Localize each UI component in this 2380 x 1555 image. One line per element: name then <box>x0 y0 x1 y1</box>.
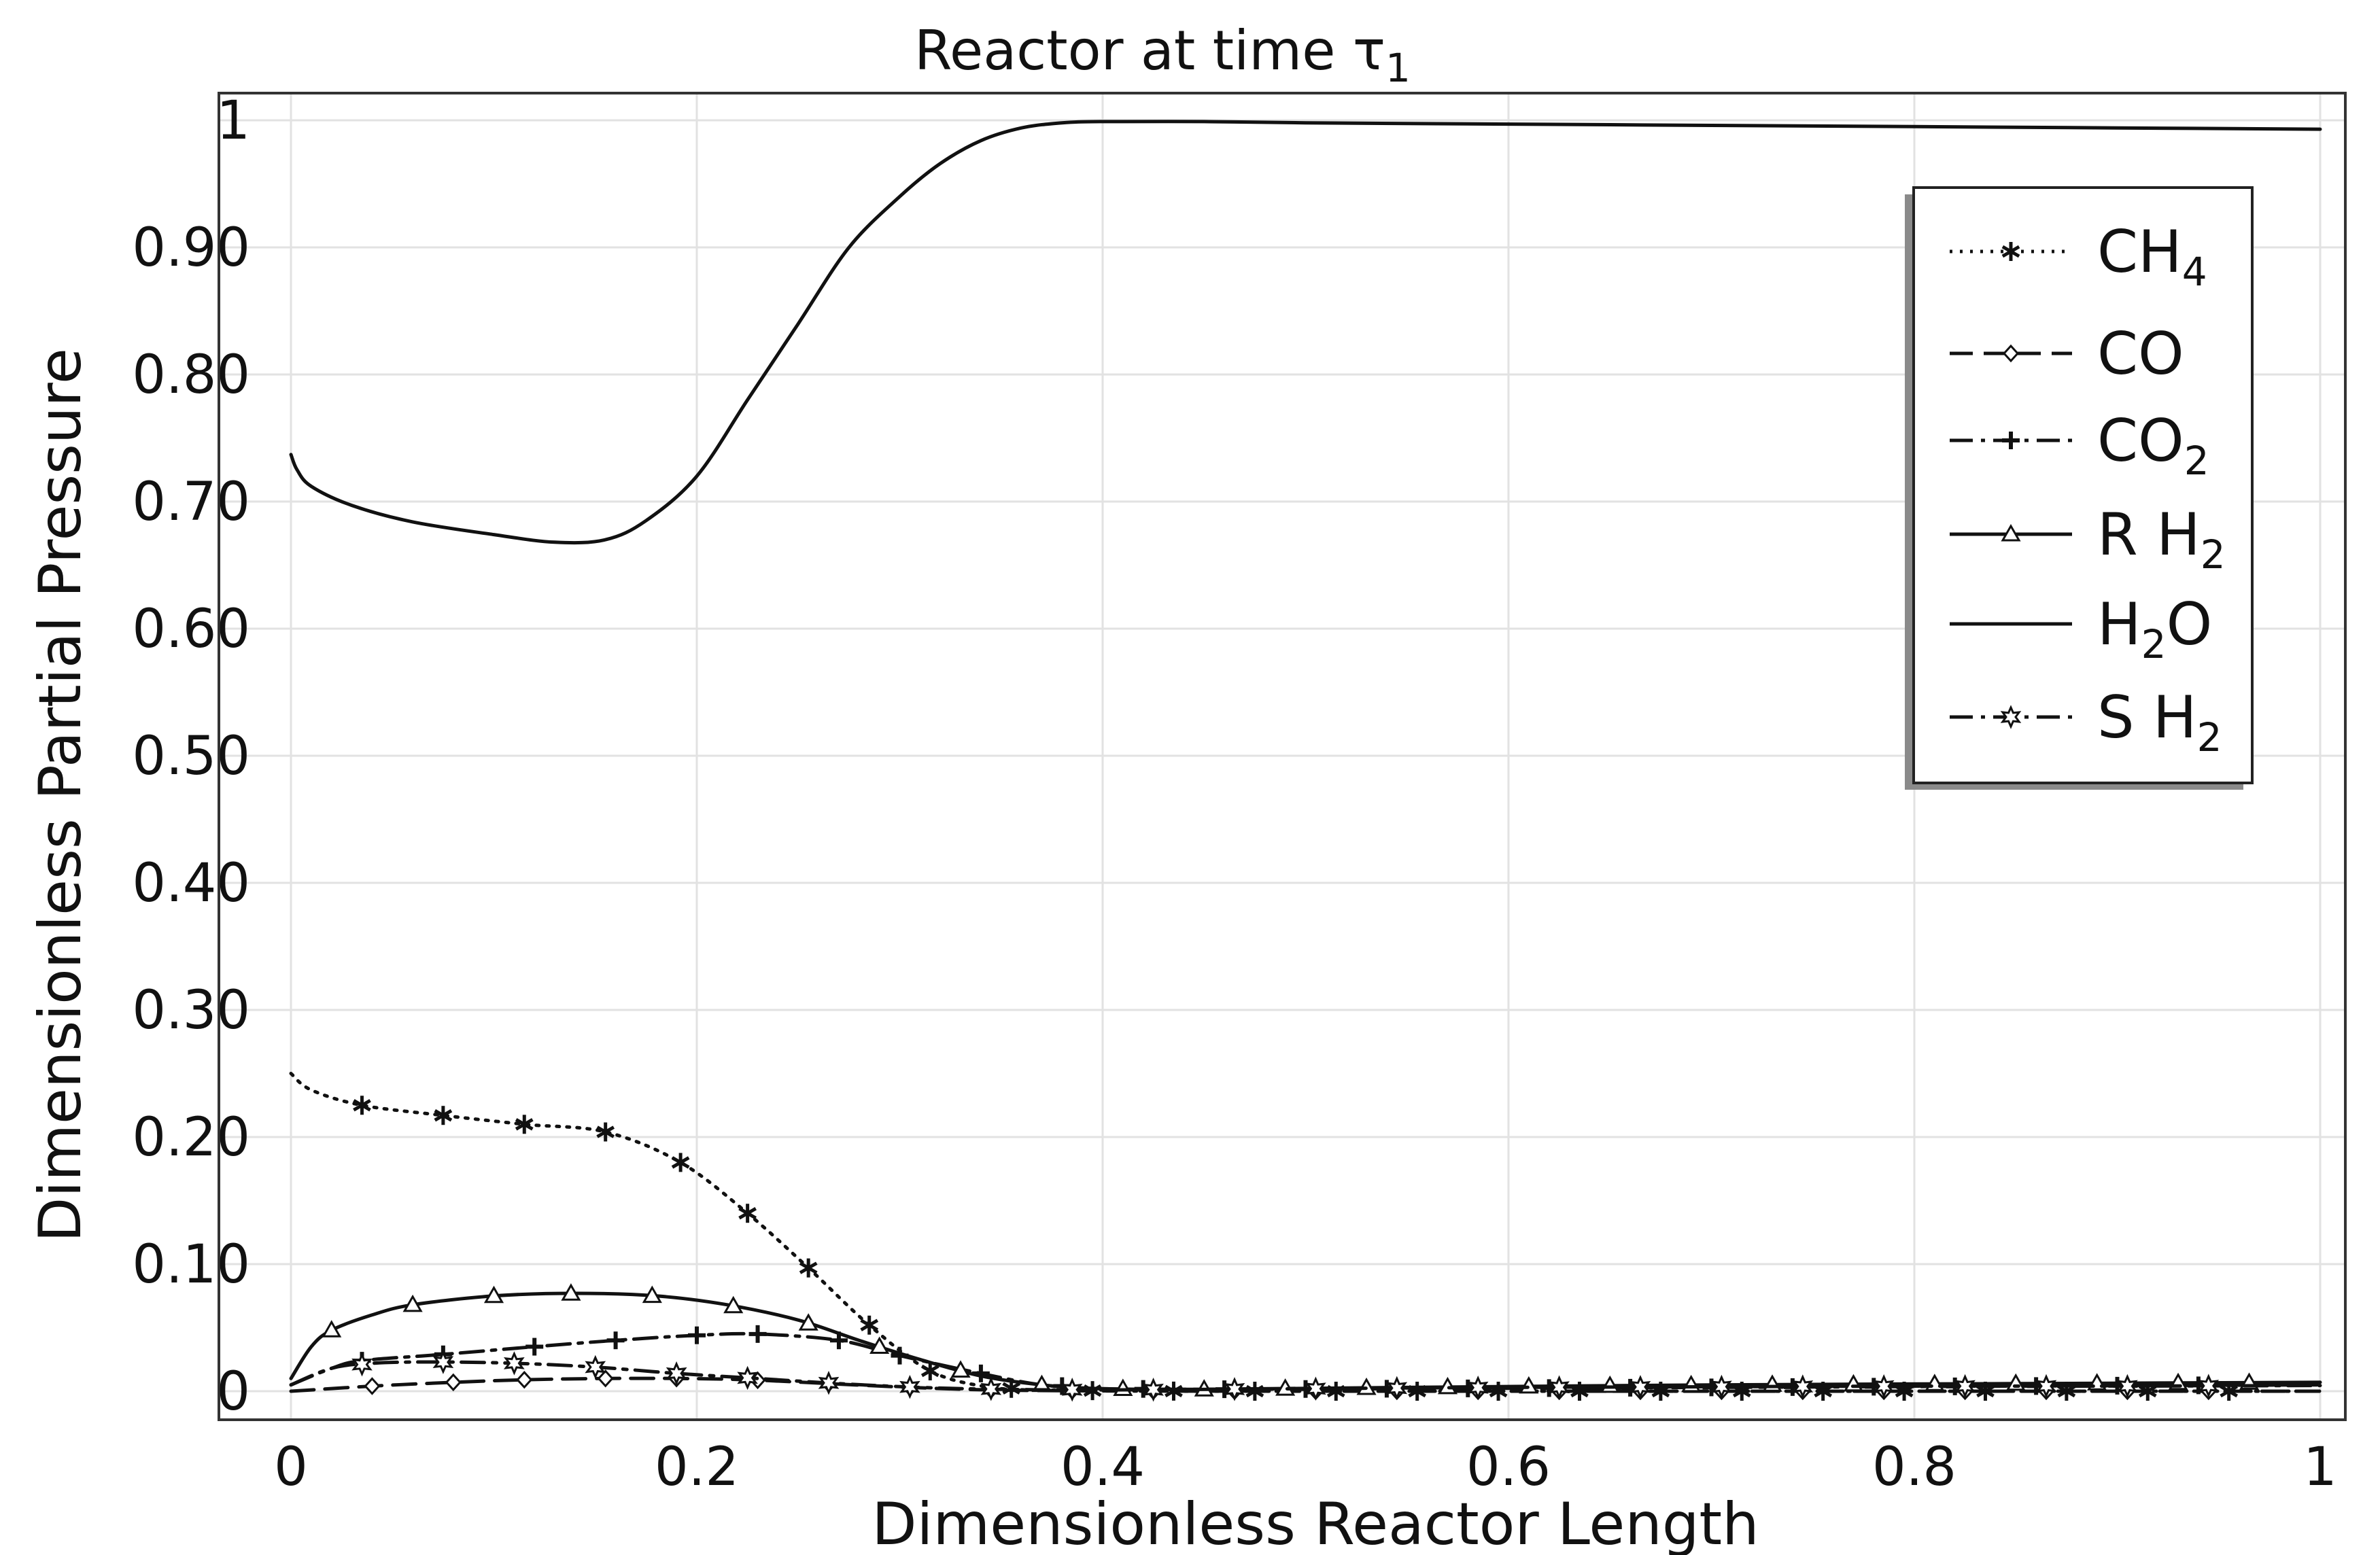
legend-marker-ch4 <box>2001 242 2020 261</box>
data-point-r-h2 <box>561 1283 581 1301</box>
data-point-s-h2 <box>2198 1374 2220 1398</box>
y-tick-label: 0.80 <box>132 345 250 406</box>
data-point-r-h2 <box>642 1285 662 1304</box>
data-point-ch4 <box>799 1258 818 1278</box>
y-tick-label: 0.60 <box>132 599 250 660</box>
data-point-s-h2 <box>1711 1374 1732 1399</box>
data-point-s-h2 <box>1873 1374 1895 1399</box>
data-point-ch4 <box>920 1361 939 1381</box>
x-axis-title: Dimensionless Reactor Length <box>872 1490 1759 1555</box>
legend-item-co2: CO2 <box>1950 407 2209 484</box>
data-point-s-h2 <box>1629 1375 1651 1399</box>
x-tick-label: 0.6 <box>1466 1437 1551 1498</box>
data-point-s-h2 <box>351 1352 373 1377</box>
data-point-ch4 <box>596 1122 615 1142</box>
data-point-s-h2 <box>2035 1374 2057 1399</box>
data-point-s-h2 <box>666 1361 687 1386</box>
data-point-s-h2 <box>818 1371 840 1395</box>
y-tick-label: 0.70 <box>132 472 250 533</box>
y-axis-title: Dimensionless Partial Pressure <box>27 348 94 1242</box>
x-tick-label: 1 <box>2303 1437 2337 1498</box>
x-tick-label: 0.4 <box>1060 1437 1145 1498</box>
data-point-co <box>597 1369 614 1388</box>
plot-area-frame <box>218 92 2347 1421</box>
data-point-co2 <box>688 1326 706 1344</box>
y-tick-label: 0 <box>216 1361 250 1422</box>
data-point-s-h2 <box>1792 1374 1814 1399</box>
legend-marker-co <box>2002 344 2020 363</box>
data-point-ch4 <box>860 1315 879 1335</box>
data-point-s-h2 <box>1549 1375 1570 1399</box>
y-tick-label: 0.90 <box>132 217 250 279</box>
x-tick-label: 0.2 <box>655 1437 739 1498</box>
y-tick-label: 0.10 <box>132 1234 250 1295</box>
x-tick-label: 0 <box>274 1437 308 1498</box>
legend-item-r-h2: R H2 <box>1950 501 2226 578</box>
legend-item-co: CO <box>1950 320 2184 388</box>
series-line-h2o <box>289 120 2322 545</box>
data-point-co2 <box>748 1325 767 1343</box>
data-point-co <box>364 1377 381 1395</box>
grid-lines <box>219 93 2345 1420</box>
x-tick-label: 0.8 <box>1872 1437 1956 1498</box>
data-point-s-h2 <box>1143 1377 1164 1402</box>
data-point-ch4 <box>353 1096 371 1115</box>
data-point-s-h2 <box>737 1365 758 1391</box>
data-point-r-h2 <box>798 1313 818 1331</box>
data-point-ch4 <box>515 1115 534 1134</box>
legend: CH4 CO CO2 R H2 H2O S H2 <box>1905 186 2254 790</box>
data-point-s-h2 <box>1386 1376 1408 1401</box>
series-layer <box>289 120 2322 1402</box>
tick-labels: 0 0.2 0.4 0.6 0.8 1 0 0.10 0.20 0.30 0.40 0.50 0.60 0… <box>132 90 2336 1498</box>
y-tick-label: 0.20 <box>132 1107 250 1168</box>
data-point-s-h2 <box>503 1351 525 1376</box>
y-tick-label: 0.50 <box>132 726 250 787</box>
legend-marker-co2 <box>2002 432 2020 449</box>
y-tick-label: 0.40 <box>132 853 250 914</box>
legend-label-h2o: H2O <box>2097 591 2212 667</box>
legend-label-r-h2: R H2 <box>2097 501 2226 578</box>
data-point-r-h2 <box>483 1285 504 1304</box>
data-point-co <box>445 1373 462 1392</box>
data-point-r-h2 <box>322 1320 342 1338</box>
data-point-ch4 <box>738 1204 757 1223</box>
legend-label-co: CO <box>2097 320 2184 388</box>
data-point-ch4 <box>434 1106 453 1125</box>
data-point-s-h2 <box>1954 1374 1976 1399</box>
legend-label-s-h2: S H2 <box>2097 684 2222 761</box>
data-point-r-h2 <box>869 1336 890 1355</box>
y-tick-label: 1 <box>216 90 250 152</box>
y-tick-label: 0.30 <box>132 980 250 1041</box>
data-point-s-h2 <box>1305 1376 1326 1401</box>
data-point-co2 <box>606 1331 625 1350</box>
data-point-r-h2 <box>723 1295 744 1314</box>
series-line-co <box>289 1376 2322 1393</box>
legend-label-ch4: CH4 <box>2097 218 2207 295</box>
legend-marker-r-h2 <box>2001 523 2021 542</box>
data-point-s-h2 <box>2117 1374 2138 1399</box>
legend-item-s-h2: S H2 <box>1950 684 2222 761</box>
data-point-s-h2 <box>585 1355 606 1380</box>
data-point-r-h2 <box>402 1294 423 1312</box>
data-point-co <box>516 1370 533 1389</box>
series-h2o <box>289 120 2322 545</box>
data-point-ch4 <box>671 1153 690 1172</box>
series-s-h2 <box>289 1350 2322 1402</box>
data-point-s-h2 <box>899 1374 920 1399</box>
legend-box <box>1912 186 2254 784</box>
data-point-s-h2 <box>432 1350 454 1374</box>
data-point-s-h2 <box>980 1377 1002 1401</box>
data-point-co2 <box>525 1338 544 1356</box>
data-point-s-h2 <box>1061 1378 1083 1402</box>
legend-item-h2o: H2O <box>1950 591 2212 667</box>
data-point-r-h2 <box>950 1360 971 1378</box>
data-point-s-h2 <box>1467 1375 1489 1400</box>
legend-label-co2: CO2 <box>2097 407 2209 484</box>
legend-item-ch4: CH4 <box>1950 218 2207 295</box>
data-point-s-h2 <box>1224 1377 1245 1401</box>
chart-title: Reactor at time τ1 <box>914 19 1411 91</box>
series-line-s-h2 <box>289 1360 2322 1392</box>
legend-marker-s-h2 <box>2000 705 2022 729</box>
